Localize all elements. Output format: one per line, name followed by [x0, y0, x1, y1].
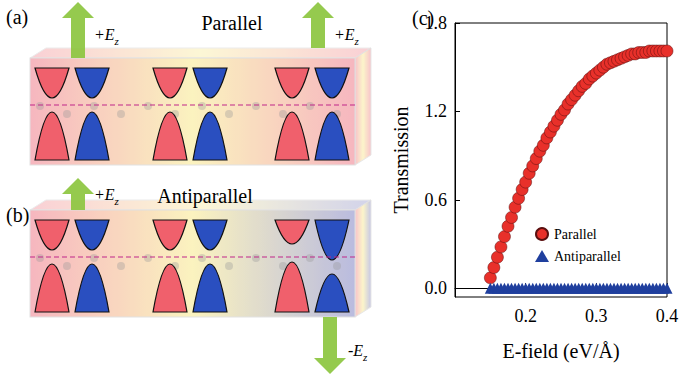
svg-text:+Ez: +Ez — [94, 186, 120, 207]
svg-text:0.3: 0.3 — [585, 306, 608, 326]
svg-text:(b): (b) — [6, 204, 29, 227]
svg-text:1.8: 1.8 — [425, 13, 448, 33]
svg-text:0.0: 0.0 — [425, 278, 448, 298]
svg-text:(a): (a) — [6, 6, 28, 29]
svg-text:1.2: 1.2 — [425, 101, 448, 121]
svg-text:E-field (eV/Å): E-field (eV/Å) — [502, 340, 619, 363]
svg-text:Antiparallel: Antiparallel — [554, 249, 621, 264]
svg-text:Parallel: Parallel — [554, 227, 597, 242]
svg-text:-Ez: -Ez — [348, 342, 368, 363]
svg-text:(c): (c) — [412, 7, 435, 29]
svg-text:Transmission: Transmission — [390, 106, 412, 213]
svg-text:0.4: 0.4 — [656, 306, 679, 326]
svg-text:0.2: 0.2 — [514, 306, 537, 326]
svg-text:Parallel: Parallel — [201, 12, 263, 34]
svg-text:0.6: 0.6 — [425, 190, 448, 210]
svg-text:+Ez: +Ez — [94, 26, 120, 47]
svg-text:+Ez: +Ez — [334, 26, 360, 47]
svg-text:Antiparallel: Antiparallel — [157, 185, 253, 208]
